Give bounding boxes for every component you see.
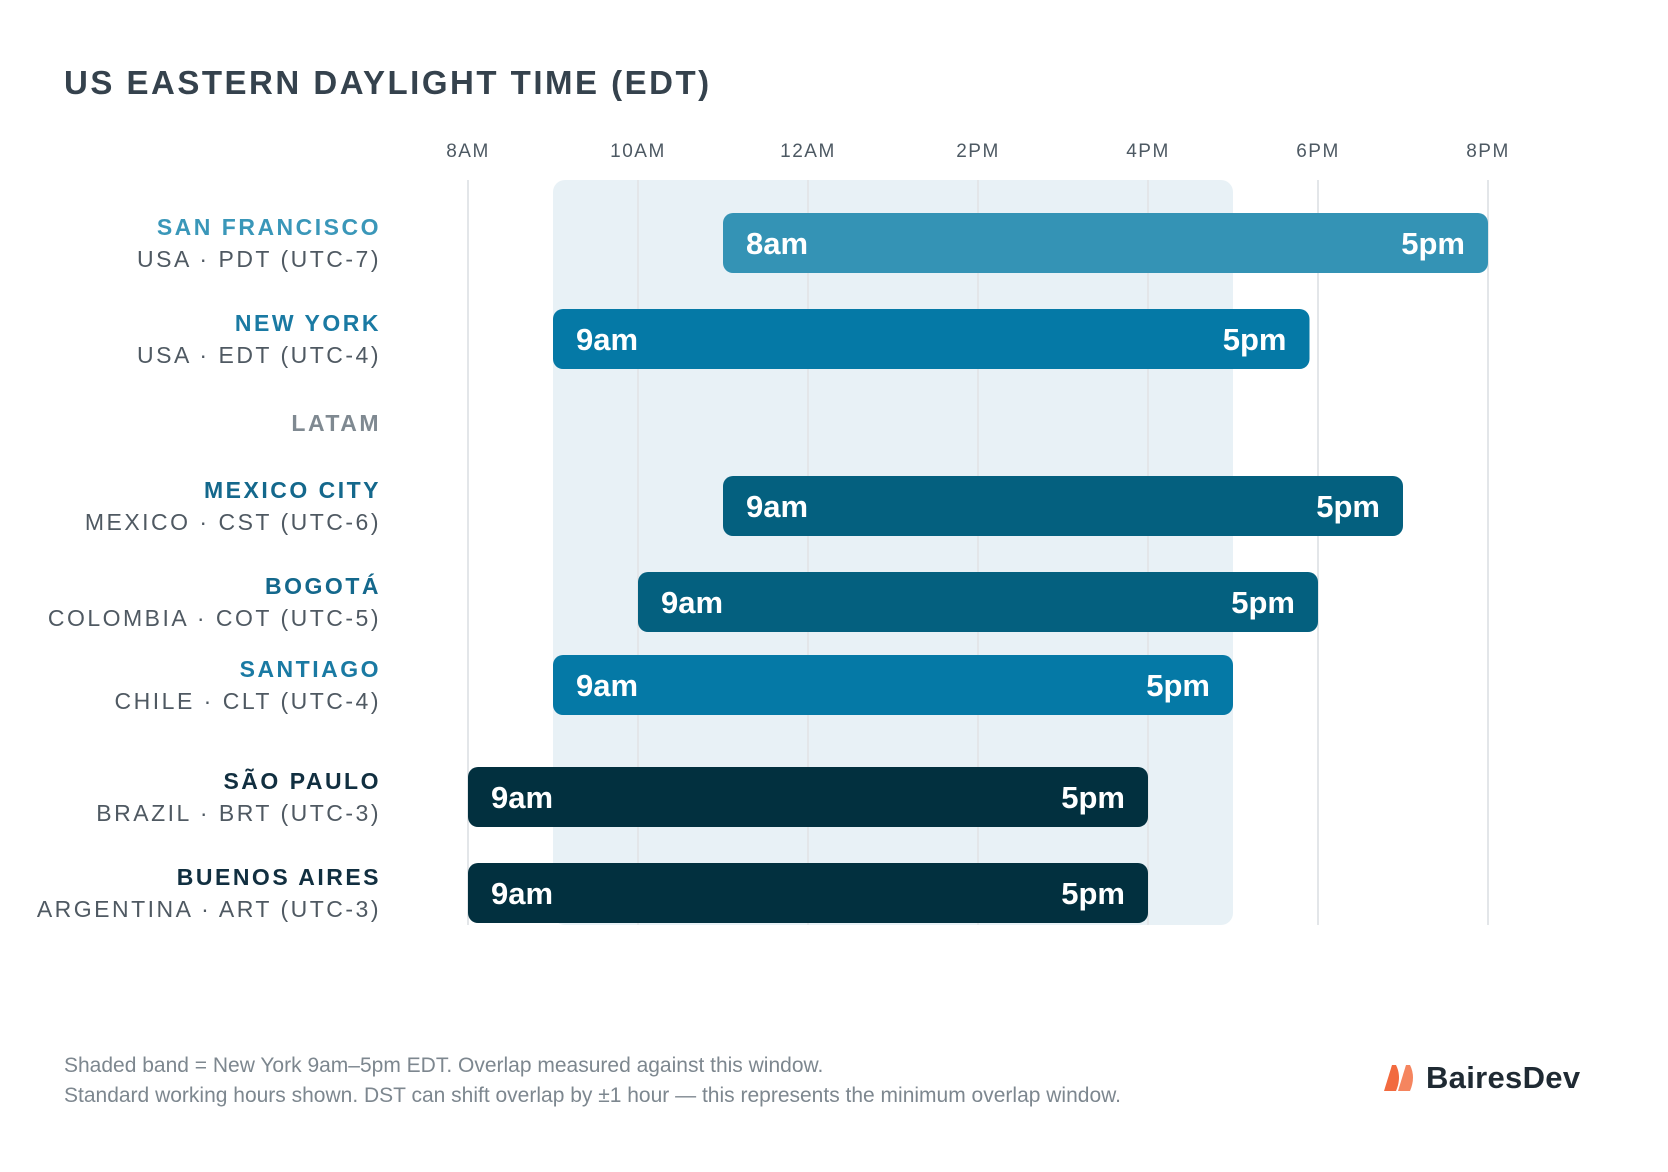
bar-end-label: 5pm xyxy=(1061,876,1125,911)
bar-start-label: 8am xyxy=(746,226,808,261)
x-tick-label: 12AM xyxy=(780,141,836,162)
city-name: SAN FRANCISCO xyxy=(157,214,381,240)
city-name: MEXICO CITY xyxy=(204,477,381,503)
timezone-overlap-chart: 8AM 10AM 12AM 2PM 4PM 6PM 8PM SAN FRANCISCO USA… xyxy=(37,141,1510,925)
city-name: NEW YORK xyxy=(235,310,381,336)
footnote-band-note: Shaded band = New York 9am–5pm EDT. Over… xyxy=(64,1054,824,1077)
bar-start-label: 9am xyxy=(491,876,553,911)
bar-start-label: 9am xyxy=(661,585,723,620)
bar-end-label: 5pm xyxy=(1146,668,1210,703)
working-hours-bar xyxy=(638,572,1318,632)
x-tick-label: 6PM xyxy=(1296,141,1340,162)
city-name: SÃO PAULO xyxy=(223,767,381,794)
x-tick-label: 2PM xyxy=(956,141,1000,162)
bairesdev-logo-icon xyxy=(1384,1065,1413,1091)
x-tick-label: 4PM xyxy=(1126,141,1170,162)
working-hours-bar xyxy=(723,213,1488,273)
working-hours-bar xyxy=(553,309,1310,369)
city-timezone: USA · EDT (UTC-4) xyxy=(137,342,381,368)
group-label: LATAM xyxy=(291,410,381,436)
brand-logo: BairesDev xyxy=(1382,1060,1580,1096)
city-timezone: USA · PDT (UTC-7) xyxy=(137,246,381,272)
footnote-dst-note: Standard working hours shown. DST can sh… xyxy=(64,1084,1121,1107)
x-tick-label: 8PM xyxy=(1466,141,1510,162)
city-timezone: MEXICO · CST (UTC-6) xyxy=(85,509,381,535)
bar-start-label: 9am xyxy=(576,322,638,357)
bar-start-label: 9am xyxy=(746,489,808,524)
city-timezone: COLOMBIA · COT (UTC-5) xyxy=(48,605,381,631)
bar-end-label: 5pm xyxy=(1316,489,1380,524)
city-name: BUENOS AIRES xyxy=(177,864,381,890)
bar-end-label: 5pm xyxy=(1061,780,1125,815)
bar-start-label: 9am xyxy=(576,668,638,703)
x-tick-label: 8AM xyxy=(446,141,490,162)
working-hours-bar xyxy=(723,476,1403,536)
page-title: US EASTERN DAYLIGHT TIME (EDT) xyxy=(64,64,712,101)
working-hours-bar xyxy=(468,767,1148,827)
city-timezone: CHILE · CLT (UTC-4) xyxy=(115,688,381,714)
city-name: SANTIAGO xyxy=(240,656,381,682)
brand-name: BairesDev xyxy=(1426,1060,1581,1095)
city-timezone: ARGENTINA · ART (UTC-3) xyxy=(37,896,381,922)
x-tick-label: 10AM xyxy=(610,141,666,162)
bar-end-label: 5pm xyxy=(1401,226,1465,261)
bar-end-label: 5pm xyxy=(1231,585,1295,620)
working-hours-bar xyxy=(553,655,1233,715)
bar-start-label: 9am xyxy=(491,780,553,815)
working-hours-bar xyxy=(468,863,1148,923)
city-timezone: BRAZIL · BRT (UTC-3) xyxy=(96,800,381,826)
bar-end-label: 5pm xyxy=(1223,322,1287,357)
city-name: BOGOTÁ xyxy=(265,572,381,599)
